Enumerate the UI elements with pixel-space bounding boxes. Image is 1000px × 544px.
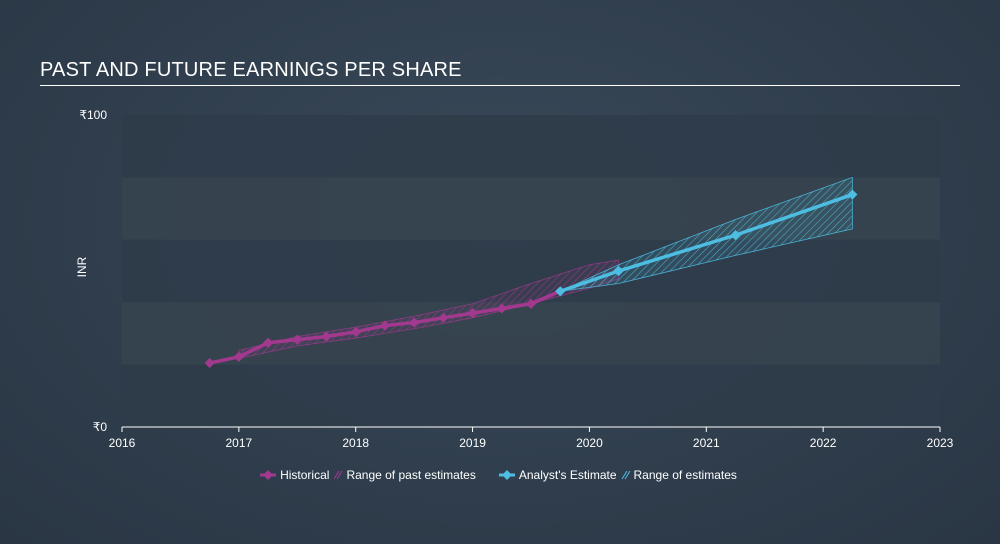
historical-point (262, 337, 274, 348)
chart-title: PAST AND FUTURE EARNINGS PER SHARE (40, 59, 462, 81)
analyst-estimate-line (558, 192, 855, 294)
x-tick-label: 2020 (576, 436, 603, 450)
y-axis-label: INR (75, 256, 89, 277)
historical-point (525, 298, 537, 309)
future-estimates-range (560, 176, 853, 292)
past-range-hatch-icon (334, 470, 343, 480)
x-tick-label: 2023 (927, 436, 954, 450)
series-lines (204, 189, 858, 369)
historical-marker-icon (260, 470, 277, 480)
historical-point (409, 317, 420, 328)
y-tick-label: ₹0 (93, 420, 108, 434)
legend-future-range[interactable]: Range of estimates (621, 468, 737, 482)
historical-point (350, 326, 361, 337)
historical-point (321, 331, 332, 342)
plot-band (122, 364, 940, 427)
axis-labels: 2016 2017 2018 2019 2020 2021 2022 2023 ₹0 ₹100 IN… (75, 108, 954, 450)
historical-point (467, 308, 478, 319)
x-tick-label: 2016 (109, 436, 136, 450)
future-range-hatch-icon (621, 470, 630, 480)
y-tick-label: ₹100 (79, 108, 107, 122)
legend-future-range-label: Range of estimates (633, 468, 737, 482)
historical-point (496, 303, 507, 314)
legend-historical-label: Historical (280, 468, 330, 482)
analyst-marker-icon (498, 470, 515, 480)
historical-point (438, 312, 449, 323)
legend-past-range-label: Range of past estimates (346, 468, 476, 482)
x-tick-label: 2019 (459, 436, 486, 450)
historical-point (233, 351, 244, 362)
axes (121, 426, 941, 432)
x-tick-label: 2018 (342, 436, 369, 450)
historical-point (292, 334, 303, 345)
historical-point (379, 320, 391, 331)
x-tick-label: 2022 (810, 436, 837, 450)
legend-analyst-label: Analyst's Estimate (518, 468, 617, 482)
legend-historical[interactable]: Historical (259, 468, 329, 482)
plot-bands (122, 115, 940, 427)
plot-band (122, 115, 940, 178)
x-tick-label: 2021 (693, 436, 720, 450)
title-divider (40, 85, 960, 86)
legend-past-range[interactable]: Range of past estimates (333, 468, 476, 482)
x-tick-label: 2017 (226, 436, 253, 450)
legend-analyst[interactable]: Analyst's Estimate (498, 468, 617, 482)
legend: Historical Range of past estimates Analy… (0, 468, 1000, 482)
